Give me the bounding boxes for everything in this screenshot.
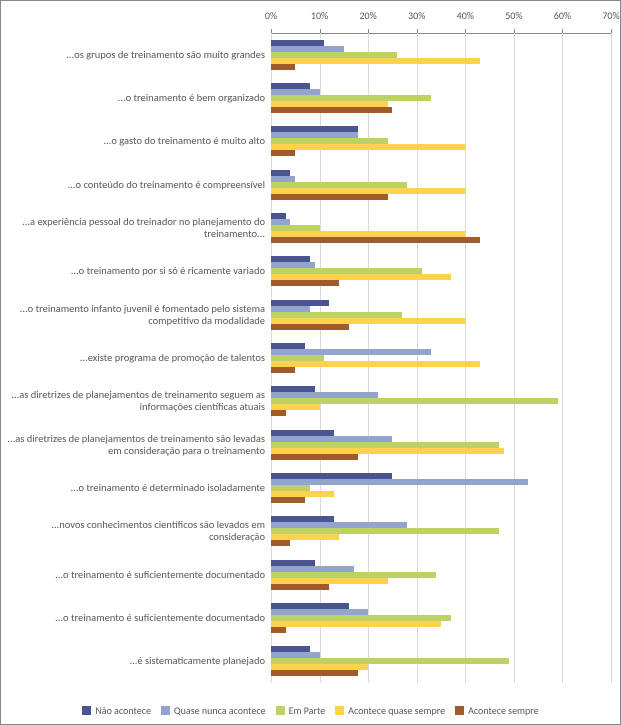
bar [271, 670, 358, 676]
legend-swatch [455, 706, 464, 715]
gridline [417, 33, 418, 683]
category-label: ...novos conhecimentos científicos são l… [7, 510, 265, 553]
category-label: ...os grupos de treinamento são muito gr… [7, 33, 265, 76]
legend-swatch [82, 706, 91, 715]
tick-label: 10% [311, 9, 328, 22]
legend-swatch [335, 706, 344, 715]
category-label: ...o treinamento por si só é ricamente v… [7, 250, 265, 293]
legend-label: Acontece sempre [468, 704, 539, 717]
tick-label: 70% [602, 9, 619, 22]
tick-mark [320, 29, 321, 33]
gridline [465, 33, 466, 683]
category-label: ...o treinamento é bem organizado [7, 76, 265, 119]
bar [271, 584, 329, 590]
legend: Não acontece Quase nunca acontece Em Parte… [1, 704, 620, 718]
tick-mark [368, 29, 369, 33]
bar [271, 107, 392, 113]
chart-container: 0% 10% 20% 30% 40% 50% 60% 70% Não acontece Quas… [0, 0, 621, 725]
bar [271, 627, 286, 633]
bar [271, 144, 465, 150]
bar [271, 237, 480, 243]
x-axis-top: 0%10%20%30%40%50%60%70% [271, 5, 611, 27]
tick-mark [562, 29, 563, 33]
tick-label: 30% [408, 9, 425, 22]
tick-label: 0% [265, 9, 277, 22]
legend-item: Acontece quase sempre [335, 704, 445, 717]
category-label: ...a experiência pessoal do treinador no… [7, 206, 265, 249]
tick-label: 40% [457, 9, 474, 22]
bar [271, 361, 480, 367]
tick-label: 20% [359, 9, 376, 22]
bar [271, 367, 295, 373]
category-label: ...as diretrizes de planejamentos de tre… [7, 380, 265, 423]
bar [271, 410, 286, 416]
bar [271, 540, 290, 546]
category-label: ...o treinamento é suficientemente docum… [7, 553, 265, 596]
legend-label: Em Parte [289, 704, 326, 717]
legend-label: Quase nunca acontece [174, 704, 266, 717]
legend-item: Quase nunca acontece [161, 704, 266, 717]
legend-swatch [161, 706, 170, 715]
bar [271, 64, 295, 70]
category-label: ...as diretrizes de planejamentos de tre… [7, 423, 265, 466]
category-label: ...é sistematicamente planejado [7, 640, 265, 683]
bar [271, 497, 305, 503]
gridline [514, 33, 515, 683]
legend-item: Em Parte [276, 704, 326, 717]
bar [271, 58, 480, 64]
bar [271, 454, 358, 460]
tick-mark [514, 29, 515, 33]
plot-area [271, 33, 611, 683]
bar [271, 194, 388, 200]
x-axis-line [271, 33, 611, 34]
legend-label: Acontece quase sempre [348, 704, 445, 717]
category-label: ...o treinamento é determinado isoladame… [7, 466, 265, 509]
tick-mark [465, 29, 466, 33]
category-label: ...o gasto do treinamento é muito alto [7, 120, 265, 163]
gridline [611, 33, 612, 683]
bar [271, 280, 339, 286]
category-label: ...existe programa de promoção de talent… [7, 336, 265, 379]
bar [271, 621, 441, 627]
legend-item: Não acontece [82, 704, 151, 717]
category-label: ...o treinamento é suficientemente docum… [7, 596, 265, 639]
legend-swatch [276, 706, 285, 715]
bar [271, 150, 295, 156]
legend-item: Acontece sempre [455, 704, 539, 717]
tick-mark [611, 29, 612, 33]
legend-label: Não acontece [95, 704, 151, 717]
tick-mark [271, 29, 272, 33]
bar [271, 324, 349, 330]
gridline [562, 33, 563, 683]
category-label: ...o treinamento infanto juvenil é fomen… [7, 293, 265, 336]
category-label: ...o conteúdo do treinamento é compreens… [7, 163, 265, 206]
tick-mark [417, 29, 418, 33]
tick-label: 60% [554, 9, 571, 22]
tick-label: 50% [505, 9, 522, 22]
gridline [368, 33, 369, 683]
